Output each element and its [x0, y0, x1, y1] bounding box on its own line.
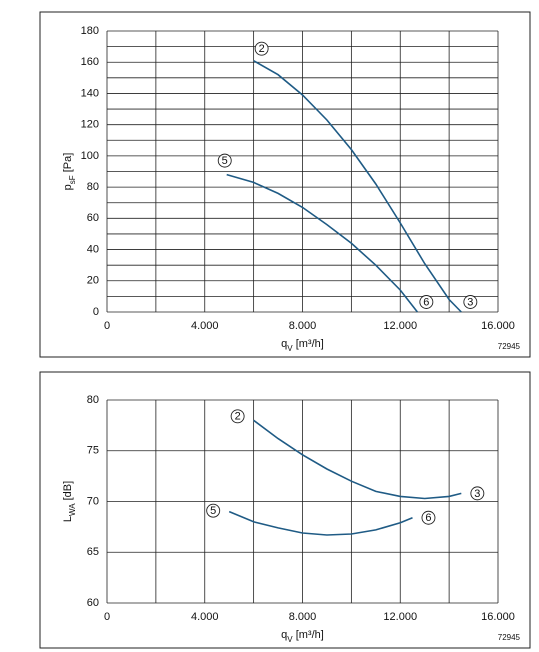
x-tick-label: 0 — [104, 320, 110, 332]
y-tick-label: 100 — [81, 150, 99, 162]
curve-marker-label: 3 — [474, 488, 480, 500]
y-tick-label: 40 — [87, 243, 99, 255]
x-tick-label: 4.000 — [191, 611, 219, 623]
x-tick-label: 8.000 — [289, 611, 317, 623]
y-axis-label-sub: WA — [68, 503, 77, 516]
y-tick-label: 60 — [87, 212, 99, 224]
x-axis-label-sub: V — [287, 344, 293, 353]
y-tick-label: 80 — [87, 394, 99, 406]
x-axis-label-unit: [m³/h] — [293, 629, 324, 641]
curve-marker-label: 2 — [235, 411, 241, 423]
y-tick-label: 65 — [87, 546, 99, 558]
y-tick-label: 60 — [87, 597, 99, 609]
curve-marker-label: 6 — [425, 512, 431, 524]
y-tick-label: 20 — [87, 275, 99, 287]
x-tick-label: 4.000 — [191, 320, 219, 332]
y-tick-label: 160 — [81, 56, 99, 68]
x-axis-label-unit: [m³/h] — [293, 338, 324, 350]
x-tick-label: 12.000 — [383, 320, 417, 332]
curve-marker-label: 3 — [467, 296, 473, 308]
curve-marker-circle — [470, 486, 485, 501]
curve — [253, 419, 462, 500]
y-tick-label: 140 — [81, 87, 99, 99]
x-tick-label: 16.000 — [481, 611, 515, 623]
x-tick-label: 16.000 — [481, 320, 515, 332]
y-tick-label: 180 — [81, 25, 99, 37]
curve — [226, 173, 419, 313]
x-axis-label: qV [m³/h] — [281, 338, 324, 353]
curve-marker-circle — [206, 503, 221, 518]
curve-marker-label: 5 — [222, 155, 228, 167]
y-axis-label-main: L — [62, 516, 74, 522]
curve-marker-circle — [419, 295, 434, 309]
x-tick-label: 8.000 — [289, 320, 317, 332]
annotation: 72945 — [498, 633, 521, 642]
curve-marker-circle — [254, 41, 269, 56]
x-tick-label: 12.000 — [383, 611, 417, 623]
curve-marker-label: 2 — [259, 43, 265, 55]
curve — [228, 510, 413, 536]
x-tick-label: 0 — [104, 611, 110, 623]
y-axis-label: psF [Pa] — [62, 153, 77, 191]
curve-marker-label: 5 — [210, 505, 216, 517]
curve-marker-label: 6 — [423, 296, 429, 308]
y-tick-label: 120 — [81, 119, 99, 131]
curve-marker-circle — [463, 295, 478, 309]
x-axis-label-main: q — [281, 338, 287, 350]
y-axis-label: LWA [dB] — [62, 481, 77, 522]
y-axis-label-unit: [Pa] — [62, 153, 74, 176]
curve-marker-circle — [421, 510, 436, 525]
y-axis-label-unit: [dB] — [62, 481, 74, 504]
x-axis-label-sub: V — [287, 635, 293, 644]
curve-marker-circle — [217, 153, 232, 168]
x-axis-label-main: q — [281, 629, 287, 641]
y-axis-label-main: p — [62, 184, 74, 190]
annotation: 72945 — [498, 342, 521, 351]
panel-frame — [39, 11, 531, 358]
y-axis-label-sub: sF — [68, 175, 77, 184]
y-tick-label: 0 — [93, 306, 99, 318]
y-tick-label: 80 — [87, 181, 99, 193]
curve — [253, 60, 462, 313]
y-tick-label: 70 — [87, 495, 99, 507]
panel-frame — [39, 371, 531, 649]
curve-marker-circle — [230, 409, 245, 424]
y-tick-label: 75 — [87, 445, 99, 457]
x-axis-label: qV [m³/h] — [281, 629, 324, 644]
